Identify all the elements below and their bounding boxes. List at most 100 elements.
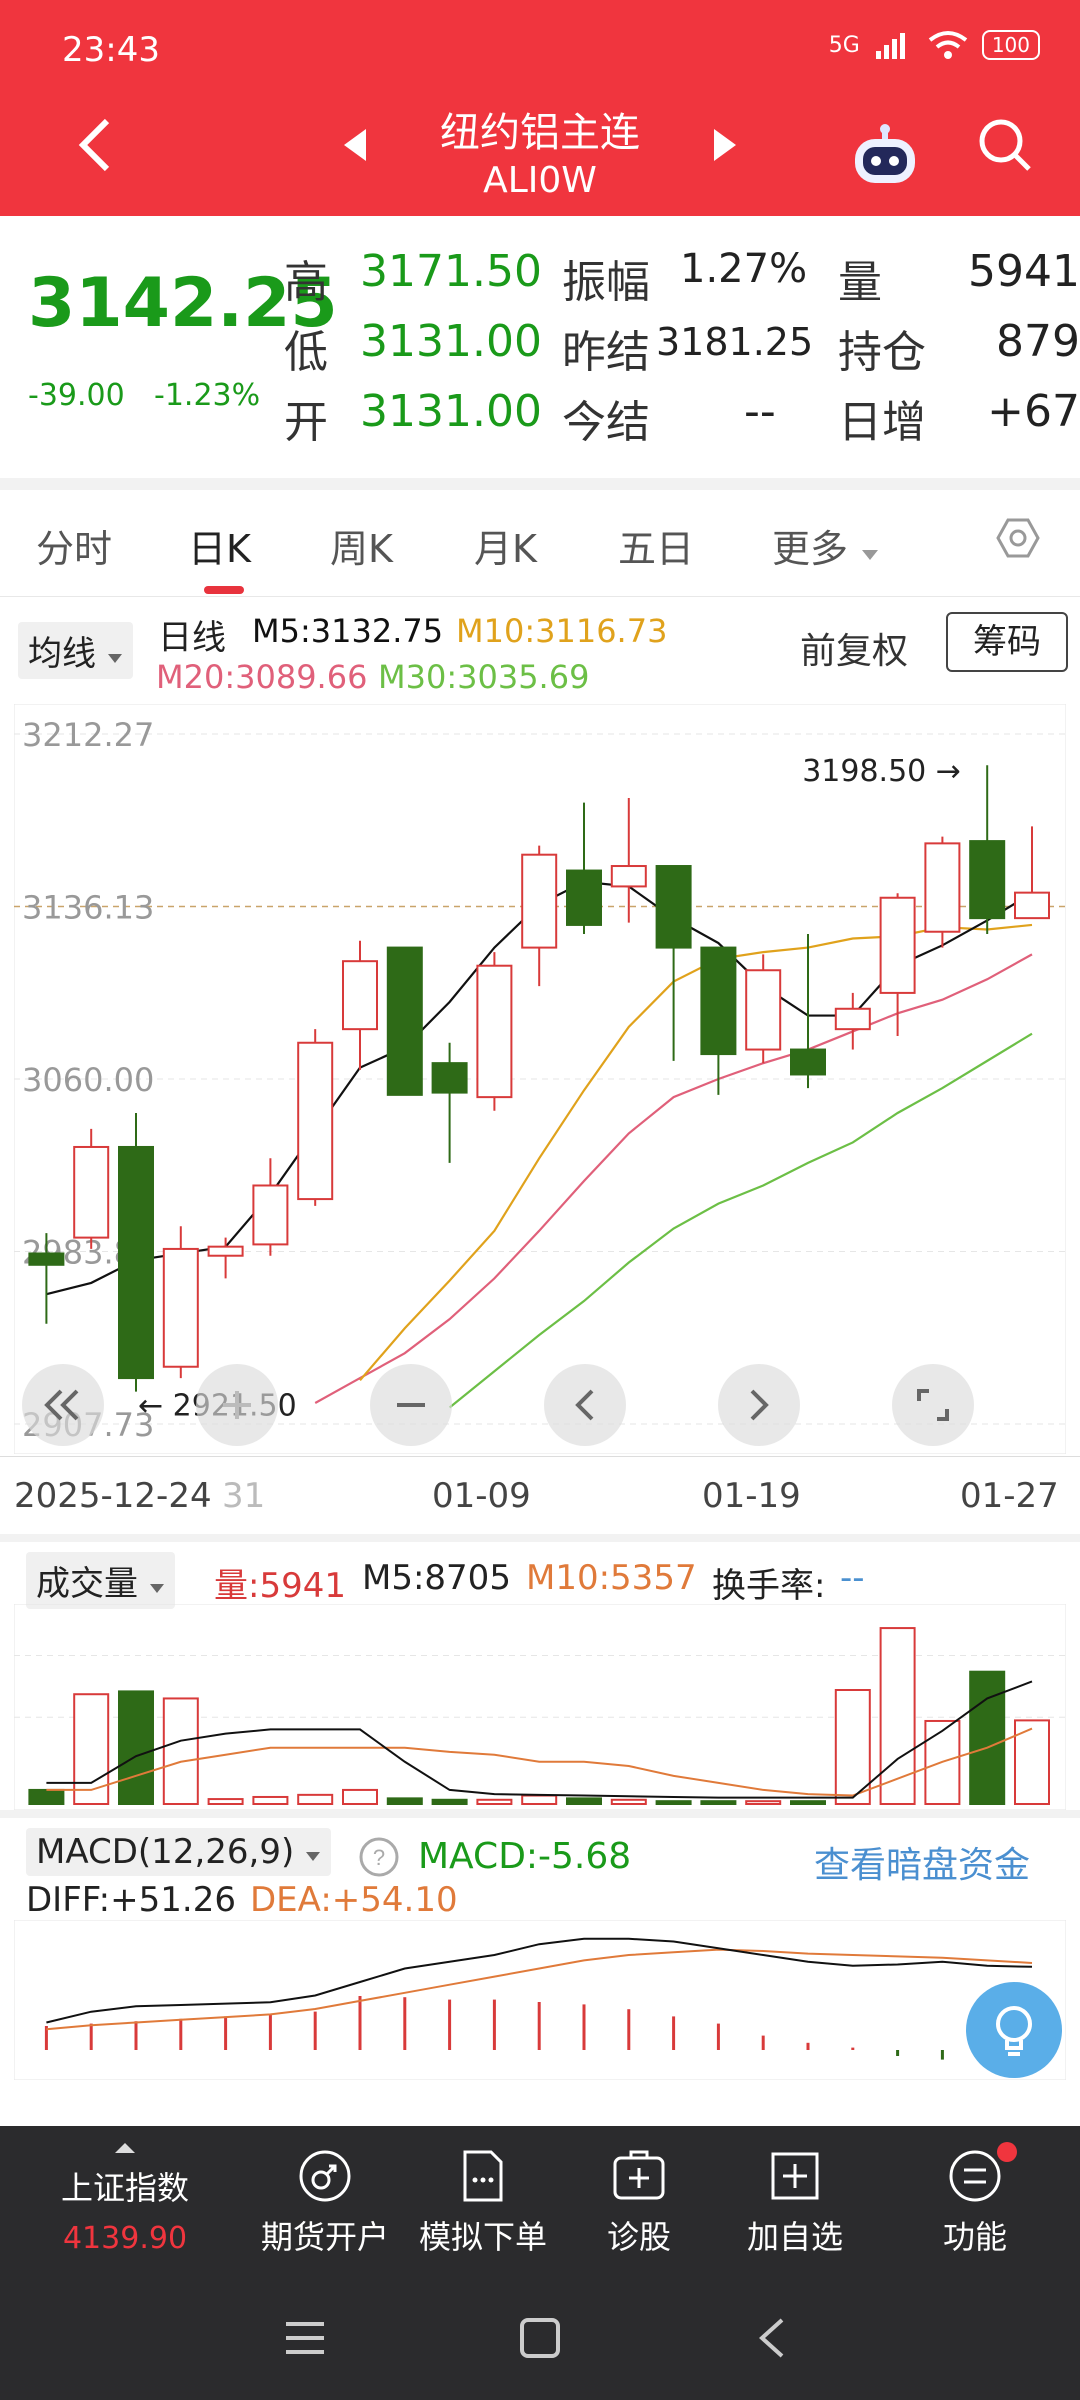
tab-monthly-k[interactable]: 月K bbox=[474, 527, 537, 571]
system-menu-button[interactable] bbox=[280, 2316, 330, 2364]
volume-bar bbox=[655, 1800, 692, 1805]
back-chevron-icon bbox=[759, 2318, 784, 2358]
index-value: 4139.90 bbox=[62, 2221, 188, 2256]
y-axis-label: 3212.27 bbox=[22, 716, 154, 754]
amplitude-label: 振幅 bbox=[562, 257, 650, 308]
ma-toggle[interactable]: 均线 bbox=[18, 622, 133, 679]
scroll-left-button[interactable] bbox=[544, 1364, 626, 1446]
settings-hexagon-icon bbox=[996, 518, 1040, 558]
double-chevron-left-icon bbox=[44, 1389, 79, 1421]
status-time: 23:43 bbox=[62, 30, 160, 70]
nav-functions[interactable]: 功能 bbox=[900, 2142, 1050, 2258]
ma-toggle-label: 均线 bbox=[28, 634, 96, 674]
scroll-right-button[interactable] bbox=[718, 1364, 800, 1446]
volume-bar bbox=[252, 1795, 289, 1806]
active-tab-indicator bbox=[204, 586, 244, 594]
nav-label: 加自选 bbox=[746, 2218, 843, 2256]
volume-current: 量:5941 bbox=[214, 1566, 346, 1606]
tab-five-day[interactable]: 五日 bbox=[618, 527, 695, 571]
volume-chart[interactable] bbox=[14, 1604, 1066, 1810]
candle-body bbox=[342, 960, 378, 1031]
settle-value: -- bbox=[744, 386, 776, 437]
volume-bar bbox=[790, 1800, 826, 1805]
turnover-value: -- bbox=[840, 1558, 865, 1598]
tab-more-label: 更多 bbox=[772, 527, 849, 571]
search-button[interactable] bbox=[970, 110, 1040, 180]
nav-simulated-order[interactable]: 模拟下单 bbox=[408, 2148, 558, 2258]
robot-assistant-button[interactable] bbox=[845, 115, 925, 195]
volume-bar bbox=[386, 1797, 423, 1806]
kline-type: 日线 bbox=[158, 618, 226, 658]
candle-body bbox=[207, 1245, 244, 1257]
zoom-out-far-button[interactable] bbox=[22, 1364, 104, 1446]
nav-stock-diagnosis[interactable]: 诊股 bbox=[564, 2148, 714, 2258]
ma20-line bbox=[314, 953, 1033, 1404]
y-axis-label: 3060.00 bbox=[22, 1061, 154, 1099]
index-name: 上证指数 bbox=[60, 2169, 189, 2207]
back-button[interactable] bbox=[60, 110, 130, 180]
daily-inc-value: +67 bbox=[987, 386, 1080, 437]
tab-more[interactable]: 更多 bbox=[772, 518, 880, 573]
x-axis-line bbox=[0, 1456, 1080, 1457]
ma30-line bbox=[448, 1032, 1033, 1409]
macd-indicator-toggle[interactable]: MACD(12,26,9) bbox=[26, 1828, 332, 1876]
tab-intraday[interactable]: 分时 bbox=[36, 527, 113, 571]
chevron-left-icon bbox=[575, 1389, 594, 1421]
index-ticker[interactable]: 上证指数 4139.90 bbox=[40, 2140, 210, 2256]
macd-help-button[interactable]: ? bbox=[358, 1836, 400, 1882]
volume-indicator-toggle[interactable]: 成交量 bbox=[26, 1552, 175, 1609]
minus-icon bbox=[397, 1403, 425, 1407]
candle-body bbox=[790, 1048, 826, 1076]
tab-daily-k[interactable]: 日K bbox=[188, 527, 251, 571]
wifi-icon bbox=[928, 31, 968, 59]
volume-bar bbox=[610, 1798, 647, 1805]
dark-pool-funds-link[interactable]: 查看暗盘资金 bbox=[814, 1845, 1031, 1886]
tips-bulb-button[interactable] bbox=[966, 1982, 1062, 2078]
open-label: 开 bbox=[284, 397, 328, 448]
amplitude-value: 1.27% bbox=[680, 246, 808, 292]
quote-panel: 3142.25 -39.00 -1.23% 高 3171.50 低 3131.0… bbox=[0, 216, 1080, 478]
prev-contract-button[interactable] bbox=[320, 110, 390, 180]
diff-value: DIFF:+51.26 bbox=[26, 1880, 236, 1920]
chips-button[interactable]: 筹码 bbox=[946, 612, 1068, 672]
back-arrow-icon bbox=[78, 118, 110, 172]
adjust-mode-button[interactable]: 前复权 bbox=[800, 631, 909, 672]
next-contract-button[interactable] bbox=[690, 110, 760, 180]
macd-toggle-label: MACD(12,26,9) bbox=[36, 1832, 295, 1872]
volume-bar bbox=[834, 1689, 871, 1805]
caret-down-icon bbox=[107, 654, 122, 663]
nav-futures-account[interactable]: 期货开户 bbox=[250, 2148, 400, 2258]
lightbulb-icon bbox=[996, 2006, 1032, 2056]
tab-weekly-k[interactable]: 周K bbox=[330, 527, 393, 571]
system-home-button[interactable] bbox=[516, 2314, 564, 2366]
volume-bar bbox=[28, 1788, 65, 1805]
nav-add-watchlist[interactable]: 加自选 bbox=[720, 2148, 870, 2258]
volume-bar bbox=[73, 1693, 110, 1805]
caret-down-icon bbox=[306, 1852, 321, 1861]
macd-chart[interactable] bbox=[14, 1920, 1066, 2080]
notification-dot bbox=[997, 2142, 1017, 2162]
fullscreen-button[interactable] bbox=[892, 1364, 974, 1446]
section-divider bbox=[0, 1810, 1080, 1818]
battery-indicator: 100 bbox=[981, 30, 1040, 60]
diff-line bbox=[46, 1937, 1033, 2024]
prev-settle-label: 昨结 bbox=[562, 327, 650, 378]
open-value: 3131.00 bbox=[360, 386, 542, 437]
chart-settings-button[interactable] bbox=[996, 516, 1040, 564]
candle-body bbox=[73, 1145, 110, 1239]
plus-icon bbox=[223, 1391, 251, 1419]
ma30-value: M30:3035.69 bbox=[378, 658, 590, 696]
candlestick-chart[interactable]: 3212.273136.133060.002983.872907.733198.… bbox=[14, 704, 1066, 1454]
volume-bar bbox=[297, 1793, 334, 1806]
x-label-31: 31 bbox=[222, 1476, 266, 1516]
zoom-in-button[interactable] bbox=[196, 1364, 278, 1446]
system-back-button[interactable] bbox=[752, 2314, 792, 2366]
status-icons: 5G 100 bbox=[829, 30, 1040, 60]
volume-m5-line bbox=[46, 1680, 1033, 1799]
svg-text:?: ? bbox=[373, 1845, 385, 1870]
zoom-out-button[interactable] bbox=[370, 1364, 452, 1446]
dea-line bbox=[46, 1948, 1033, 2031]
high-value: 3171.50 bbox=[360, 246, 542, 297]
candle-body bbox=[118, 1145, 154, 1380]
